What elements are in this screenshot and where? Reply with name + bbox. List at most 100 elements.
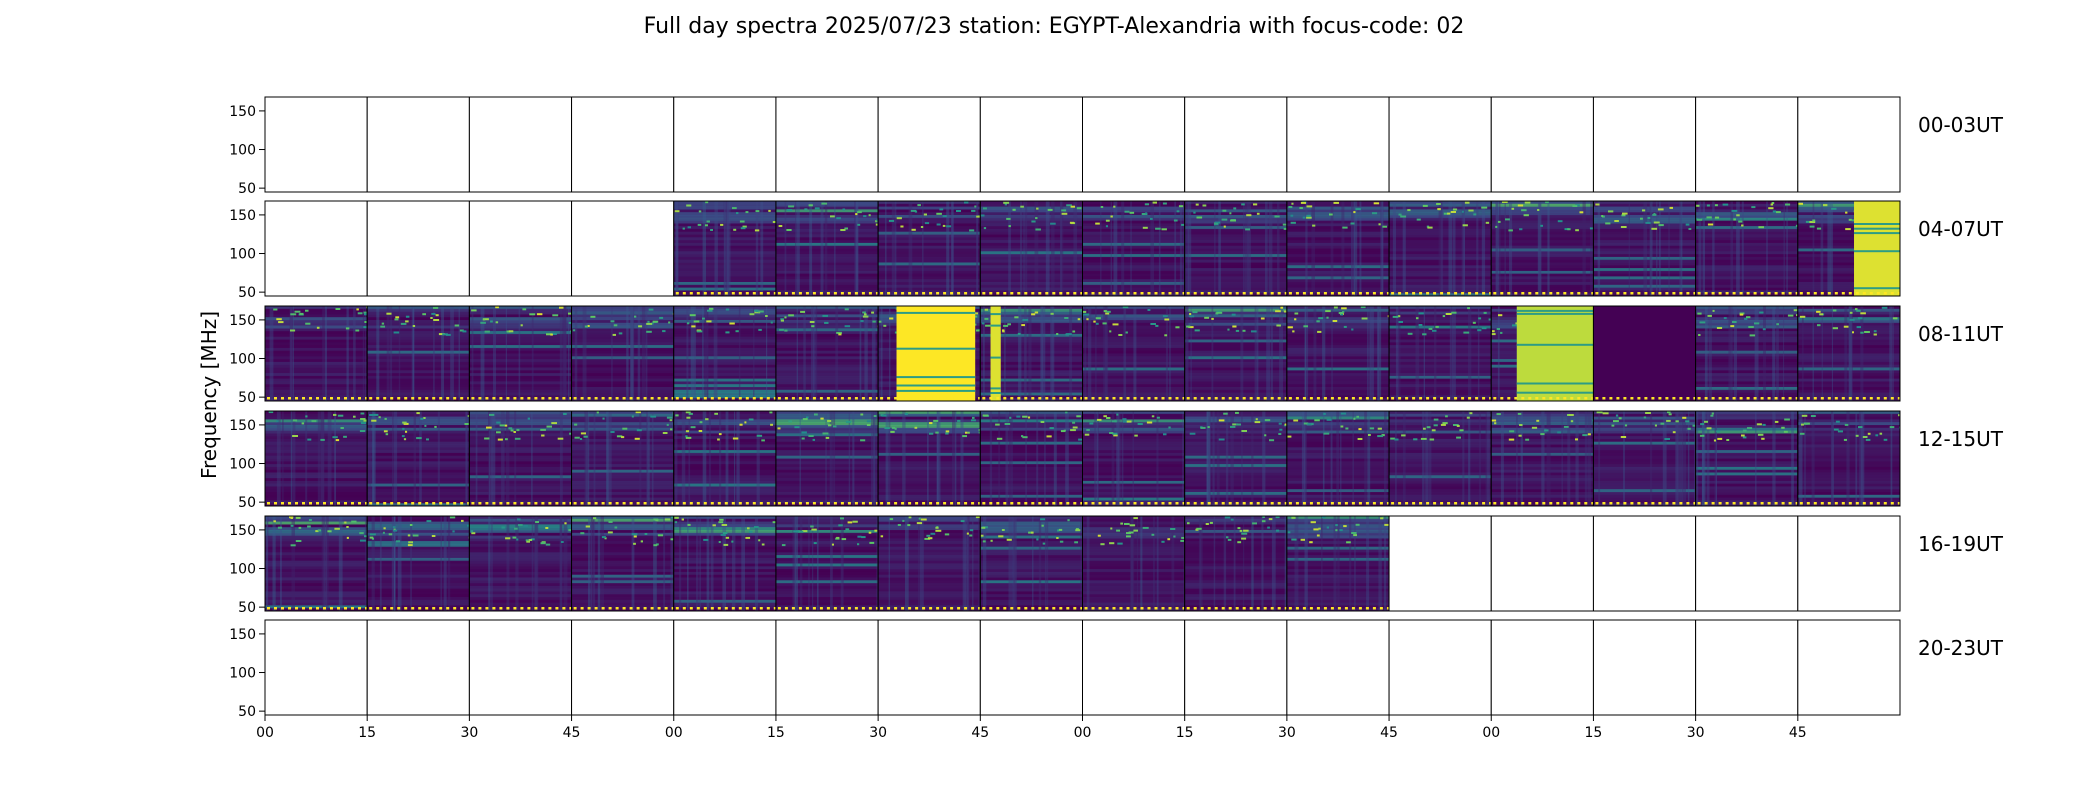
spectrum-panel (1490, 515, 1594, 612)
y-tick-label: 150 (229, 523, 256, 539)
spectrum-panel (1592, 410, 1697, 507)
row-label: 00-03UT (1918, 113, 2004, 137)
spectrum-panel (571, 619, 675, 716)
spectrum-panel (877, 96, 981, 193)
spectrum-panel (1695, 619, 1799, 716)
y-axis-label: Frequency [MHz] (197, 311, 221, 479)
x-tick-label: 00 (1074, 725, 1092, 741)
spectrum-panel (366, 410, 470, 507)
spectrum-panel (877, 200, 981, 297)
spectrum-panel (571, 305, 675, 402)
spectrum-panel (1797, 96, 1901, 193)
x-tick-label: 30 (869, 725, 887, 741)
row-08-11UT: 50 100 150 08-11UT (229, 305, 2004, 406)
spectrum-panel (979, 515, 1083, 612)
y-tick-label: 150 (229, 627, 256, 643)
x-tick-label: 00 (665, 725, 683, 741)
x-tick-label: 45 (563, 725, 581, 741)
spectrum-panel (366, 619, 470, 716)
spectrum-panel (979, 619, 1083, 716)
y-tick-label: 50 (238, 600, 256, 616)
spectrum-panel (1286, 619, 1390, 716)
x-tick-label: 30 (1687, 725, 1705, 741)
spectrum-panel (877, 515, 981, 612)
y-tick-label: 150 (229, 313, 256, 329)
x-tick-label: 15 (767, 725, 785, 741)
y-tick-label: 100 (229, 666, 256, 682)
spectrum-panel (775, 619, 879, 716)
y-tick-label: 100 (229, 562, 256, 578)
y-tick-label: 150 (229, 208, 256, 224)
spectrum-panel (1388, 619, 1492, 716)
spectrum-panel (366, 200, 470, 297)
spectrum-panel (571, 200, 675, 297)
spectrum-panel (1184, 200, 1288, 297)
spectrum-panel (1286, 96, 1390, 193)
spectrum-panel (1082, 200, 1186, 297)
spectrum-panel (1592, 200, 1697, 297)
x-tick-label: 45 (971, 725, 989, 741)
spectrum-panel (468, 96, 573, 193)
spectrum-panel (1184, 96, 1288, 193)
spectrum-panel (1388, 96, 1492, 193)
spectrum-panel (877, 410, 981, 507)
row-04-07UT: 50 100 150 04-07UT (229, 200, 2004, 301)
spectrum-panel (1184, 619, 1288, 716)
x-tick-label: 15 (1585, 725, 1603, 741)
x-tick-label: 00 (256, 725, 274, 741)
spectrum-panel (366, 305, 470, 402)
row-label: 12-15UT (1918, 427, 2004, 451)
y-tick-label: 150 (229, 418, 256, 434)
x-tick-label: 00 (1482, 725, 1500, 741)
spectrum-panel (1490, 410, 1594, 507)
spectrum-panel (1082, 515, 1186, 612)
spectrum-panel (979, 96, 1083, 193)
spectrum-panel (1388, 305, 1492, 402)
spectrum-panel (1592, 305, 1697, 402)
spectrum-panel (1592, 619, 1697, 716)
spectrum-panel (1184, 410, 1288, 507)
spectrum-panel (1797, 515, 1901, 612)
spectrum-panel (1797, 410, 1901, 507)
spectrum-panel (468, 515, 573, 612)
y-tick-label: 50 (238, 181, 256, 197)
spectrum-panel (1082, 410, 1186, 507)
spectrum-panel (1388, 515, 1492, 612)
spectrum-panel (1286, 305, 1390, 402)
spectrum-panel (1592, 515, 1697, 612)
spectrum-panel (571, 515, 675, 612)
spectrum-panel (1184, 305, 1288, 402)
y-tick-label: 50 (238, 390, 256, 406)
spectrum-panel (1490, 96, 1594, 193)
spectrum-panel (571, 410, 675, 507)
spectrum-panel (1286, 410, 1390, 507)
y-tick-label: 100 (229, 457, 256, 473)
row-16-19UT: 50 100 150 16-19UT (229, 515, 2004, 616)
spectrum-panel (775, 200, 879, 297)
spectrum-panel (673, 410, 777, 507)
spectrum-panel (264, 410, 368, 507)
spectrum-panel (468, 200, 573, 297)
spectrum-panel (366, 96, 470, 193)
y-tick-label: 50 (238, 704, 256, 720)
spectrum-panel (264, 619, 368, 716)
x-tick-label: 15 (358, 725, 376, 741)
spectrum-panel (1695, 410, 1799, 507)
spectrum-panel (264, 200, 368, 297)
spectrum-panel (1490, 619, 1594, 716)
spectrum-panel (775, 410, 879, 507)
spectrum-panel (1082, 96, 1186, 193)
spectrum-panel (1082, 619, 1186, 716)
spectrum-panel (1388, 200, 1492, 297)
spectrum-panel (1797, 305, 1901, 402)
y-tick-label: 100 (229, 352, 256, 368)
y-tick-label: 150 (229, 104, 256, 120)
row-12-15UT: 50 100 150 12-15UT (229, 410, 2004, 511)
spectrum-panel (571, 96, 675, 193)
spectrum-panel (1695, 200, 1799, 297)
spectrum-panel (1797, 619, 1901, 716)
x-tick-label: 45 (1789, 725, 1807, 741)
row-label: 04-07UT (1918, 217, 2004, 241)
spectrum-panel (1286, 515, 1390, 612)
